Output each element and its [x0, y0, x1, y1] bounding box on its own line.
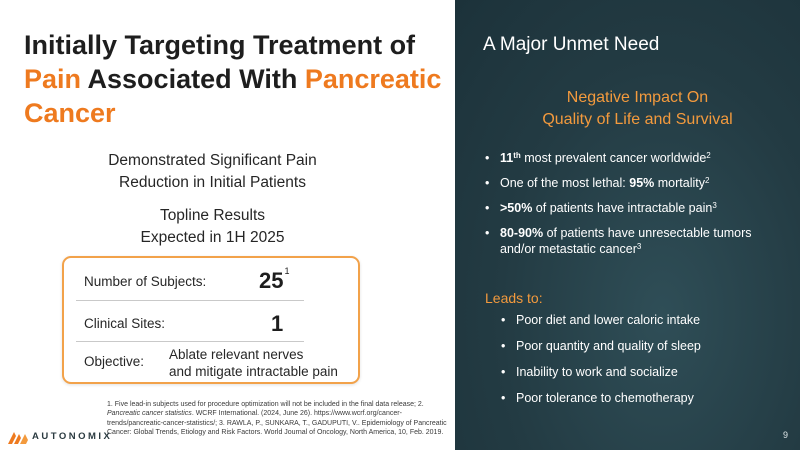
- impact-heading: Negative Impact On Quality of Life and S…: [475, 87, 800, 131]
- footnote-part-2: . WCRF International. (2024, June 26). h…: [107, 410, 447, 437]
- row-divider: [76, 300, 304, 301]
- impact-heading-line-2: Quality of Life and Survival: [542, 111, 733, 128]
- consequence-item: Poor tolerance to chemotherapy: [501, 390, 791, 406]
- bullet-pain-value: >50%: [500, 201, 533, 215]
- result-statement: Demonstrated Significant Pain Reduction …: [60, 150, 365, 194]
- title-highlight-pain: Pain: [24, 64, 82, 94]
- title-text-2: Associated With: [81, 64, 305, 94]
- bullet-mortality-value: 95%: [629, 176, 655, 190]
- unmet-need-title: A Major Unmet Need: [483, 34, 660, 55]
- leads-to-label: Leads to:: [485, 290, 543, 306]
- footnote-ref: 2: [706, 151, 711, 160]
- left-panel: Initially Targeting Treatment of Pain As…: [8, 28, 452, 444]
- consequence-item: Poor diet and lower caloric intake: [501, 312, 791, 328]
- title-highlight-pancreatic-cancer: Pancreatic Cancer: [24, 64, 442, 128]
- topline-line-2: Expected in 1H 2025: [140, 229, 285, 246]
- objective-text: Ablate relevant nerves and mitigate intr…: [169, 346, 338, 380]
- footnote-ref: 3: [712, 201, 717, 210]
- footnote-ref: 3: [636, 242, 642, 251]
- title-text-1: Initially Targeting Treatment of: [24, 30, 416, 60]
- page-number: 9: [782, 430, 788, 440]
- bullet-unresectable-text: of patients have unresectable tumors and…: [500, 226, 752, 256]
- footnote-ref: 2: [704, 176, 710, 185]
- impact-bullet-list: 11th most prevalent cancer worldwide2 On…: [485, 150, 785, 266]
- consequence-list: Poor diet and lower caloric intake Poor …: [501, 312, 791, 416]
- objective-line-2: and mitigate intractable pain: [169, 364, 338, 379]
- subjects-label: Number of Subjects:: [84, 274, 207, 289]
- bullet-prevalence: 11th most prevalent cancer worldwide2: [485, 150, 785, 166]
- sites-value: 1: [271, 311, 284, 336]
- objective-label: Objective:: [84, 354, 145, 369]
- result-line-1: Demonstrated Significant Pain: [108, 152, 317, 169]
- footnote-italic: Pancreatic cancer statistics: [107, 410, 192, 418]
- slide-title: Initially Targeting Treatment of Pain As…: [24, 28, 444, 130]
- footnote-part-1: 1. Five lead-in subjects used for proced…: [107, 401, 424, 408]
- bullet-unresectable: 80-90% of patients have unresectable tum…: [485, 225, 785, 257]
- bullet-prevalence-text: most prevalent cancer worldwide: [520, 151, 707, 165]
- bullet-mortality: One of the most lethal: 95% mortality2: [485, 175, 785, 191]
- consequence-item: Inability to work and socialize: [501, 364, 791, 380]
- subjects-footnote-ref: 1: [284, 266, 290, 276]
- autonomix-logo-icon: [8, 432, 28, 444]
- logo-wordmark: AUTONOMIX: [32, 430, 113, 442]
- bullet-pain-text: of patients have intractable pain: [532, 201, 713, 215]
- right-panel: A Major Unmet Need Negative Impact On Qu…: [455, 0, 800, 450]
- result-line-2: Reduction in Initial Patients: [119, 174, 306, 191]
- sites-label: Clinical Sites:: [84, 316, 166, 331]
- subjects-value: 251: [259, 266, 290, 294]
- bullet-unresectable-value: 80-90%: [500, 226, 544, 240]
- footnotes: 1. Five lead-in subjects used for proced…: [107, 400, 452, 438]
- study-summary-card: Number of Subjects: 251 Clinical Sites: …: [62, 256, 360, 384]
- topline-statement: Topline Results Expected in 1H 2025: [60, 205, 365, 249]
- topline-line-1: Topline Results: [159, 207, 266, 224]
- bullet-intractable-pain: >50% of patients have intractable pain3: [485, 200, 785, 216]
- ordinal-suffix: th: [513, 151, 521, 160]
- objective-line-1: Ablate relevant nerves: [169, 347, 304, 362]
- row-divider: [76, 341, 304, 342]
- subjects-number: 25: [259, 268, 284, 293]
- impact-heading-line-1: Negative Impact On: [566, 89, 709, 106]
- bullet-mortality-text: One of the most lethal:: [500, 176, 630, 190]
- bullet-prevalence-rank: 11: [500, 151, 514, 165]
- bullet-mortality-text-2: mortality: [654, 176, 705, 190]
- company-logo: AUTONOMIX: [8, 428, 112, 444]
- consequence-item: Poor quantity and quality of sleep: [501, 338, 791, 354]
